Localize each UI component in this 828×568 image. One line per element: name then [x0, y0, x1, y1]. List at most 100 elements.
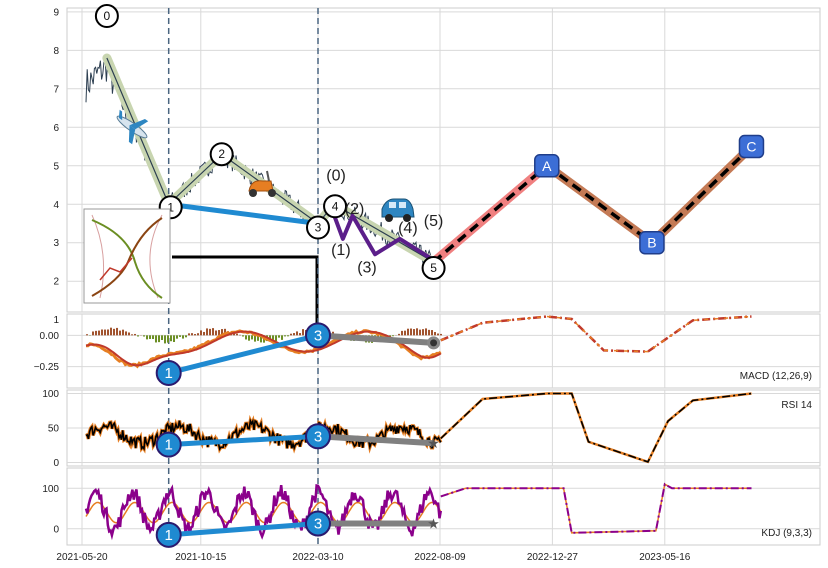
macd-histogram-bar — [260, 335, 263, 343]
macd-histogram-bar — [107, 329, 110, 336]
y-tick-label: 7 — [53, 84, 59, 95]
kdj-series — [84, 482, 752, 541]
macd-histogram-bar — [287, 335, 290, 337]
macd-histogram-bar — [155, 335, 158, 343]
projection-label-box — [738, 134, 765, 159]
macd-histogram-bar — [116, 327, 119, 336]
macd-histogram-bar — [209, 328, 212, 336]
macd-histogram-bar — [167, 335, 170, 343]
projection-label-box — [534, 154, 560, 178]
macd-histogram-bar — [437, 333, 440, 336]
kdj-k-line — [84, 483, 443, 541]
macd-histogram-bar — [86, 334, 89, 336]
macd-signal-line — [85, 330, 442, 367]
macd-histogram-bar — [224, 328, 227, 336]
airplane-wing — [128, 125, 136, 145]
sub-wave-label: (3) — [357, 259, 377, 276]
macd-histogram-bar — [434, 332, 437, 336]
wave-label: 4 — [332, 199, 339, 213]
inset-curve — [149, 214, 163, 299]
x-tick-label: 2022-12-27 — [527, 552, 579, 563]
macd-histogram-bar — [212, 328, 215, 336]
inset-frame — [83, 208, 171, 304]
macd-histogram-bar — [293, 333, 296, 336]
macd-histogram-bar — [152, 335, 155, 340]
macd-histogram-bar — [92, 331, 95, 336]
macd-histogram-bar — [302, 329, 305, 336]
price-divergence-line — [168, 201, 319, 226]
macd-histogram-bar — [248, 335, 251, 341]
macd-histogram-bar — [440, 333, 443, 336]
projection-dash — [650, 145, 753, 244]
macd-histogram-bar — [122, 329, 125, 336]
y-tick-label: 4 — [53, 200, 59, 211]
scooter-icon — [248, 170, 276, 197]
projection-label-box — [639, 230, 665, 255]
divergence-tail — [317, 433, 434, 447]
kdj-divergence: ★ 1 3 — [155, 510, 440, 548]
macd-histogram-bar — [254, 335, 257, 342]
macd-histogram-bar — [284, 335, 287, 337]
y-tick-label: 1 — [53, 315, 59, 326]
macd-histogram-bar — [404, 330, 407, 336]
car-window — [389, 202, 396, 208]
x-tick-label: 2021-05-20 — [56, 552, 108, 563]
macd-histogram-bar — [413, 329, 416, 336]
y-tick-label: 8 — [53, 46, 59, 57]
sub-wave-label: (4) — [398, 220, 418, 237]
macd-histogram-bar — [299, 333, 302, 336]
wave-label: 1 — [167, 200, 174, 214]
wave-label-circle — [421, 255, 446, 280]
macd-divergence: 13 — [155, 322, 441, 386]
projection-label: A — [542, 158, 552, 174]
macd-histogram-bar — [389, 335, 392, 337]
macd-label: MACD (12,26,9) — [740, 371, 812, 382]
macd-histogram-bar — [173, 335, 176, 342]
inset-thumbnail — [83, 208, 171, 304]
divergence-line — [168, 332, 319, 376]
macd-histogram-bar — [164, 335, 167, 344]
macd-histogram-bar — [281, 335, 284, 340]
airplane-tail — [118, 109, 123, 121]
car-window — [399, 202, 406, 208]
macd-histogram-bar — [272, 335, 275, 340]
inset-line — [99, 257, 133, 281]
macd-histogram-bar — [176, 335, 179, 339]
scooter-handle — [266, 170, 270, 182]
airplane-icon — [116, 109, 149, 145]
divergence-end-dot — [427, 336, 441, 350]
airplane-wing — [129, 118, 149, 130]
rsi-label: RSI 14 — [781, 400, 812, 411]
projection-label: B — [647, 235, 656, 251]
macd-histogram-bar — [134, 333, 137, 336]
macd-histogram-bar — [191, 333, 194, 336]
macd-histogram-bar — [188, 333, 191, 336]
connector-line — [172, 255, 319, 330]
rsi-divergence: ★ 1 3 — [155, 423, 440, 458]
car-body — [381, 198, 415, 218]
macd-histogram-bar — [422, 329, 425, 336]
x-tick-label: 2021-10-15 — [175, 552, 227, 563]
projection-dash — [545, 164, 653, 245]
divergence-point-circle — [305, 510, 331, 537]
macd-histogram-bar — [95, 330, 98, 336]
macd-histogram-bar — [275, 335, 278, 342]
divergence-point-circle — [305, 423, 331, 450]
macd-histogram-bar — [431, 330, 434, 336]
macd-histogram-bar — [236, 333, 239, 336]
macd-histogram-bar — [98, 330, 101, 336]
macd-histogram-bar — [245, 335, 248, 340]
rsi-panel: 0 50 100 RSI 14 — [42, 389, 821, 469]
y-tick-label: 0 — [53, 524, 59, 535]
macd-histogram-bar — [113, 328, 116, 336]
sub-wave-label: (0) — [326, 167, 346, 184]
macd-histogram-bar — [401, 330, 404, 336]
car-wheel — [385, 214, 393, 222]
macd-histogram-bar — [251, 335, 254, 340]
y-tick-label: 0 — [53, 458, 59, 469]
macd-histogram-bar — [296, 331, 299, 336]
macd-panel: 0.00 −0.25 MACD (12,26,9) — [34, 313, 821, 389]
wave-label: 2 — [218, 147, 225, 161]
y-tick-label: 100 — [42, 389, 59, 400]
scooter-wheel — [268, 189, 276, 197]
